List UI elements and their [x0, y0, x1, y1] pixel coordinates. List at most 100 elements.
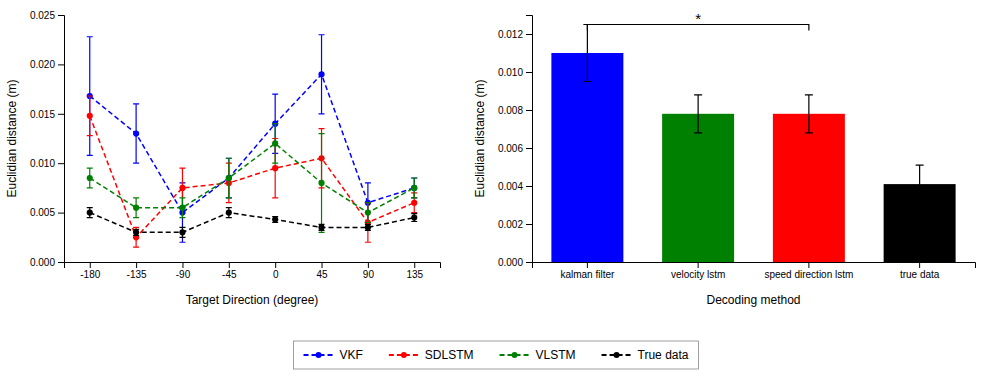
- tick-mark: [526, 72, 532, 73]
- tick: speed direction lstm: [764, 262, 853, 280]
- tick-mark: [136, 262, 137, 268]
- data-point: [226, 210, 232, 216]
- data-point: [133, 229, 139, 235]
- axis-line: [533, 263, 976, 269]
- tick: 0.000: [30, 257, 64, 268]
- legend-item: True data: [602, 348, 689, 362]
- legend-label: SDLSTM: [425, 348, 474, 362]
- data-point: [365, 224, 371, 230]
- tick-mark: [526, 224, 532, 225]
- tick: 0.012: [498, 29, 532, 40]
- bar: [662, 114, 734, 262]
- error-bar: [365, 203, 371, 243]
- tick-mark: [58, 114, 64, 115]
- tick-label: 0.008: [498, 105, 523, 116]
- tick-label: -135: [127, 269, 147, 280]
- legend-swatch-marker: [512, 352, 518, 358]
- data-point: [411, 214, 417, 220]
- y-axis-title: Euclidian distance (m): [5, 79, 19, 197]
- error-bar: [272, 124, 278, 164]
- error-bar: [365, 224, 371, 230]
- tick-mark: [526, 148, 532, 149]
- legend-item: VLSTM: [500, 348, 576, 362]
- data-point: [411, 200, 417, 206]
- data-point: [226, 175, 232, 181]
- tick-label: 0.004: [498, 181, 523, 192]
- annotation: *: [695, 10, 701, 27]
- data-point: [411, 185, 417, 191]
- error-bar: [694, 95, 702, 133]
- error-bar: [226, 158, 232, 198]
- data-point: [87, 175, 93, 181]
- series: [87, 35, 418, 242]
- tick: velocity lstm: [671, 262, 725, 280]
- data-point: [318, 224, 324, 230]
- legend: VKF SDLSTM VLSTM True data: [294, 341, 699, 369]
- tick-label: 0.006: [498, 143, 523, 154]
- data-point: [411, 185, 417, 191]
- bar: [551, 53, 623, 262]
- error-bar: [133, 229, 139, 235]
- axis-line: [58, 16, 65, 263]
- legend-label: True data: [638, 348, 689, 362]
- x-axis: -180-135-90-4504590135: [65, 262, 441, 280]
- tick: 0.000: [498, 257, 532, 268]
- data-point: [365, 210, 371, 216]
- legend-frame: [294, 341, 699, 369]
- data-point: [272, 165, 278, 171]
- error-bar: [179, 198, 185, 218]
- data-point: [87, 113, 93, 119]
- error-bar: [805, 95, 813, 133]
- error-bar: [583, 25, 591, 82]
- data-point: [179, 229, 185, 235]
- tick-label: 0: [273, 269, 279, 280]
- y-axis-title: Euclidian distance (m): [473, 79, 487, 197]
- tick-label: speed direction lstm: [764, 269, 853, 280]
- tick-label: 0.000: [30, 257, 55, 268]
- tick-label: 0.005: [30, 207, 55, 218]
- tick-label: 0.012: [498, 29, 523, 40]
- data-point: [318, 71, 324, 77]
- tick-label: 0.025: [30, 10, 55, 21]
- series-line: [90, 116, 414, 238]
- tick-label: kalman filter: [560, 269, 615, 280]
- error-bar: [87, 168, 93, 188]
- series-line: [90, 74, 414, 212]
- y-axis: 0.0000.0050.0100.0150.0200.025: [30, 10, 65, 268]
- tick-mark: [414, 262, 415, 268]
- tick-mark: [587, 262, 588, 268]
- axis-line: [526, 16, 533, 263]
- x-axis-title: Target Direction (degree): [186, 293, 319, 307]
- tick: 0.025: [30, 10, 64, 21]
- tick-label: -45: [222, 269, 237, 280]
- legend-swatch-marker: [614, 352, 620, 358]
- tick-mark: [58, 262, 64, 263]
- error-bar: [319, 224, 325, 230]
- tick-mark: [919, 262, 920, 268]
- data-point: [272, 216, 278, 222]
- tick: 0: [273, 262, 279, 280]
- axis-line: [65, 263, 441, 269]
- tick: 0.004: [498, 181, 532, 192]
- error-bar: [411, 178, 417, 198]
- series: [87, 208, 418, 238]
- data-point: [318, 180, 324, 186]
- error-bar: [916, 165, 924, 203]
- plot-area: [87, 35, 418, 247]
- tick-label: 0.002: [498, 219, 523, 230]
- tick-mark: [275, 262, 276, 268]
- tick: 0.010: [498, 67, 532, 78]
- legend-swatch-marker: [316, 352, 322, 358]
- tick-mark: [526, 186, 532, 187]
- tick-label: velocity lstm: [671, 269, 725, 280]
- legend-item: VKF: [304, 348, 363, 362]
- series: [87, 124, 418, 233]
- data-point: [272, 140, 278, 146]
- tick-label: -90: [176, 269, 191, 280]
- tick: 0.015: [30, 109, 64, 120]
- error-bar: [411, 178, 417, 198]
- tick: -135: [127, 262, 147, 280]
- chart-root: 0.0000.0050.0100.0150.0200.025-180-135-9…: [0, 0, 992, 383]
- tick: 0.002: [498, 219, 532, 230]
- tick-label: -180: [80, 269, 100, 280]
